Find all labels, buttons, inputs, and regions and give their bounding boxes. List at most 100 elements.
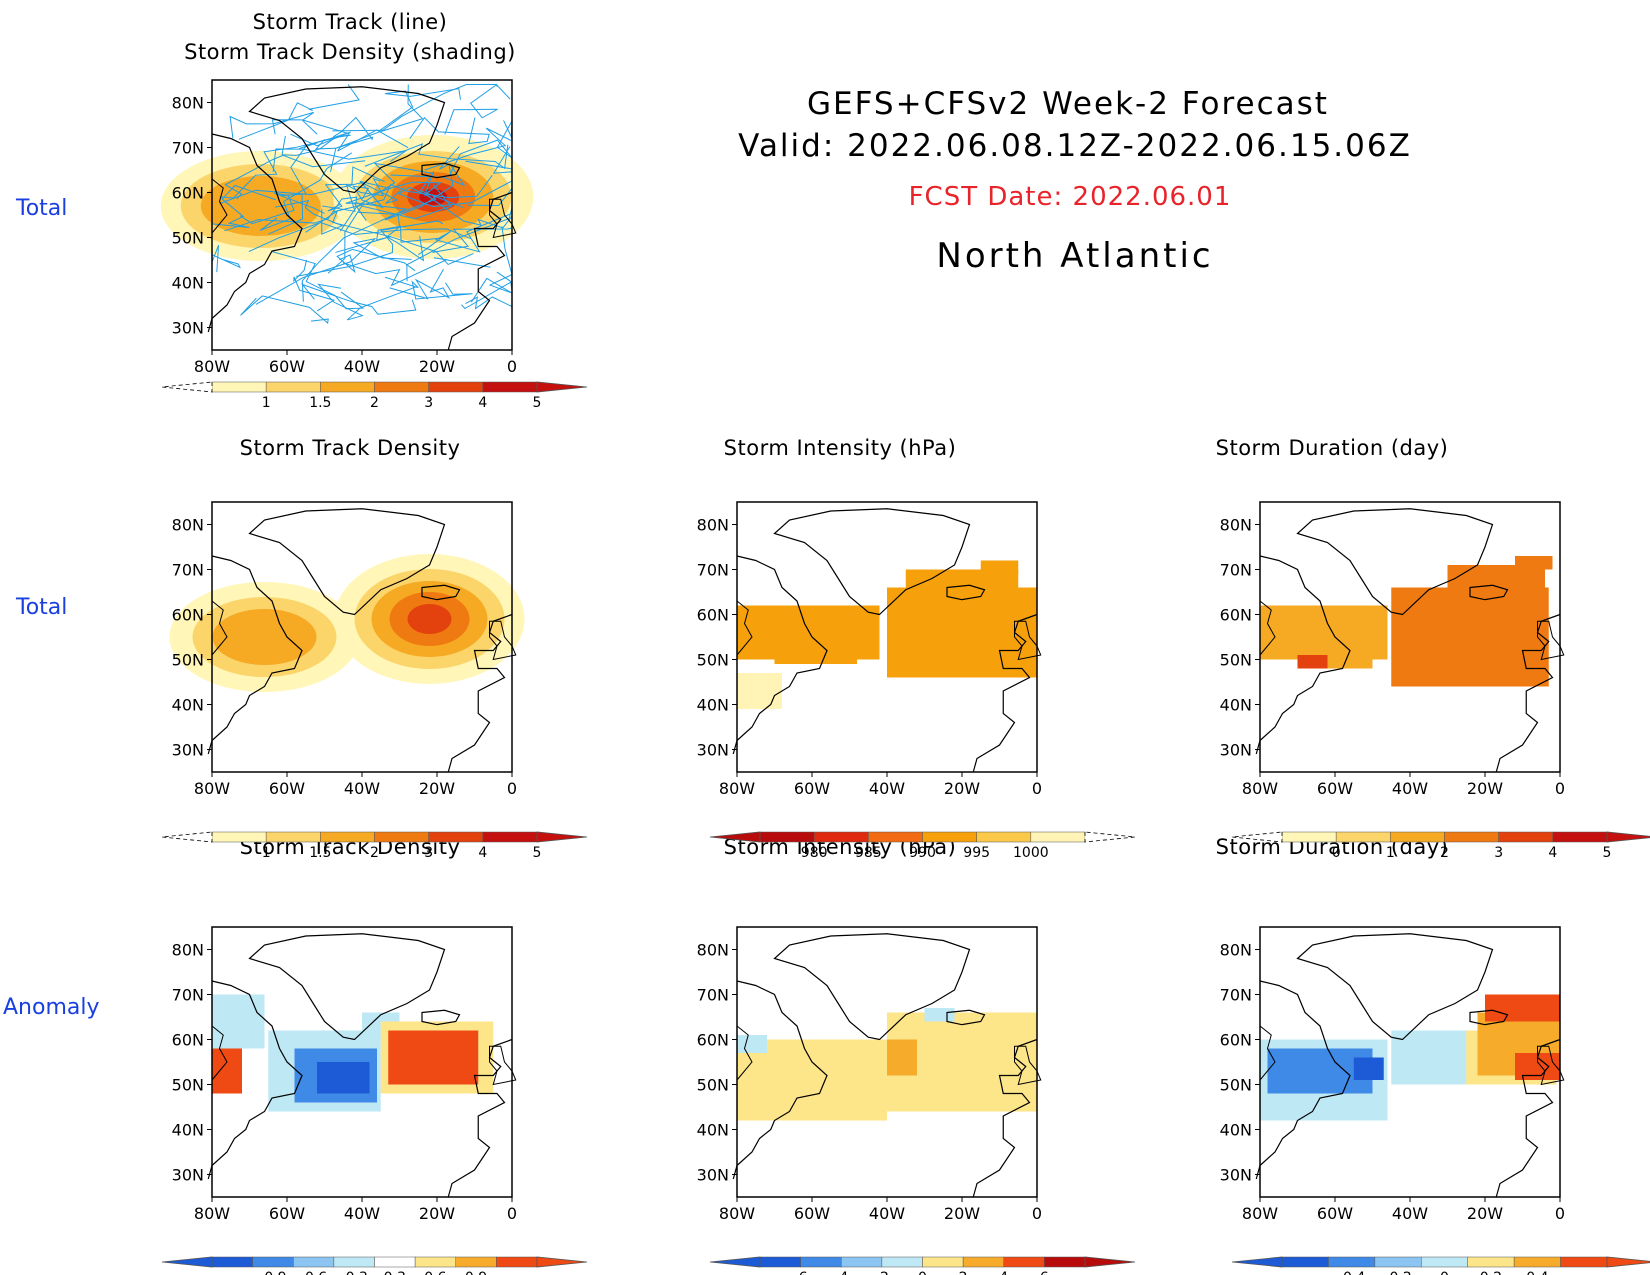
colorbar-intensity-1-swatch-0 [759, 831, 815, 843]
lat-label-5: 30N [1220, 741, 1252, 760]
colorbar-duration-anom-swatch-5 [1513, 1256, 1561, 1268]
lat-label-4: 40N [1220, 1121, 1252, 1140]
lat-label-3: 50N [697, 651, 729, 670]
fcst-date: FCST Date: 2022.06.01 [908, 182, 1232, 212]
colorbar-intensity-anom-label-3: 0 [918, 1270, 927, 1275]
colorbar-duration-anom-swatch-3 [1421, 1256, 1468, 1268]
uk-coast [1537, 620, 1565, 661]
lon-label-0: 80W [719, 779, 755, 798]
north-america-coast [1255, 980, 1351, 1180]
p6-cell-blue-1 [924, 1008, 955, 1022]
lon-label-1: 60W [794, 779, 830, 798]
panel7-map: 80N 70N 60N 50N 40N 30N 80W 60W 40W 20W 0 -0.4 -0.2 0… [1220, 926, 1650, 1275]
lat-label-1: 70N [697, 986, 729, 1005]
storm-track-line-54 [390, 146, 466, 187]
lon-label-4: 0 [1032, 1204, 1042, 1223]
lat-label-2: 60N [1220, 1031, 1252, 1050]
panel2-title: Storm Track Density [239, 436, 461, 460]
storm-track-line-29 [211, 184, 276, 229]
europe-coast [447, 191, 513, 351]
p6-cell-orange-0 [887, 1039, 917, 1076]
lon-label-0: 80W [1242, 779, 1278, 798]
north-america-coast [207, 980, 303, 1180]
p5-cell-light-0 [212, 994, 265, 1049]
colorbar-density-1-label-4: 4 [478, 395, 487, 411]
lon-label-4: 0 [507, 779, 517, 798]
lon-label-3: 20W [419, 779, 455, 798]
storm-track-line-28 [239, 192, 325, 225]
greenland-coast [248, 86, 446, 194]
colorbar-duration-anom-right-arrow [1606, 1256, 1650, 1268]
colorbar-density-1-swatch-1 [265, 381, 321, 393]
colorbar-density-anom-label-1: -0.6 [300, 1270, 327, 1275]
colorbar-duration-1-label-3: 3 [1494, 845, 1503, 861]
p5-cell-dark-0 [317, 1062, 370, 1094]
p3-cell-orange-1 [774, 637, 857, 664]
storm-track-line-22 [425, 194, 513, 229]
lon-label-2: 40W [869, 1204, 905, 1223]
storm-track-line-57 [238, 84, 360, 140]
colorbar-density-anom-swatch-7 [496, 1256, 538, 1268]
storm-track-line-50 [339, 162, 464, 232]
lon-label-0: 80W [719, 1204, 755, 1223]
colorbar-duration-1-swatch-3 [1444, 831, 1499, 843]
storm-track-line-24 [255, 237, 412, 305]
p4-cell-dark-0 [1391, 587, 1549, 687]
row-label-total-2: Total [16, 595, 68, 620]
lat-label-2: 60N [697, 606, 729, 625]
europe-coast [1495, 1038, 1561, 1198]
hudson-coast [1259, 600, 1276, 656]
colorbar-intensity-anom-swatch-4 [922, 1256, 964, 1268]
hudson-coast [1259, 1025, 1276, 1081]
colorbar-intensity-anom-swatch-0 [759, 1256, 801, 1268]
lat-label-3: 50N [172, 651, 204, 670]
colorbar-density-2-swatch-1 [265, 831, 321, 843]
storm-track-line-46 [314, 84, 424, 150]
panel3-title: Storm Intensity (hPa) [723, 436, 957, 460]
colorbar-intensity-anom-swatch-5 [962, 1256, 1004, 1268]
colorbar-intensity-anom-label-1: -4 [834, 1270, 848, 1275]
greenland-coast [1296, 508, 1494, 616]
colorbar-density-anom-swatch-3 [333, 1256, 375, 1268]
storm-track-line-9 [272, 251, 365, 310]
lat-label-2: 60N [172, 1031, 204, 1050]
north-america-coast [207, 555, 303, 755]
lon-label-2: 40W [344, 1204, 380, 1223]
lat-label-1: 70N [1220, 986, 1252, 1005]
storm-track-line-12 [332, 84, 511, 132]
colorbar-density-2-swatch-5 [482, 831, 538, 843]
lon-label-0: 80W [194, 1204, 230, 1223]
colorbar-density-1-label-5: 5 [533, 395, 542, 411]
panel4-title: Storm Duration (day) [1215, 436, 1449, 460]
lat-label-4: 40N [172, 696, 204, 715]
colorbar-duration-1-label-0: 0 [1332, 845, 1341, 861]
p7-cell-red-0 [1485, 994, 1560, 1022]
lon-label-3: 20W [944, 779, 980, 798]
uk-coast [489, 1045, 517, 1086]
colorbar-density-2-swatch-0 [211, 831, 267, 843]
storm-track-line-39 [224, 154, 366, 200]
colorbar-density-anom-label-4: 0.6 [424, 1270, 446, 1275]
colorbar-duration-1-label-5: 5 [1603, 845, 1612, 861]
colorbar-density-2-right-arrow [536, 831, 588, 843]
lon-label-4: 0 [507, 1204, 517, 1223]
colorbar-density-2-label-3: 3 [424, 845, 433, 861]
lon-label-3: 20W [1467, 1204, 1503, 1223]
panel2-map: 80N 70N 60N 50N 40N 30N 80W 60W 40W 20W 0 1 1.5 2 3 4 5 [161, 501, 588, 861]
storm-track-line-35 [364, 143, 509, 170]
lat-label-1: 70N [172, 139, 204, 158]
colorbar-duration-1-swatch-1 [1335, 831, 1391, 843]
lon-label-4: 0 [1555, 1204, 1565, 1223]
uk-coast [1014, 620, 1042, 661]
lat-label-5: 30N [172, 319, 204, 338]
colorbar-density-1-label-3: 3 [424, 395, 433, 411]
storm-track-line-52 [275, 200, 344, 235]
hudson-coast [211, 1025, 228, 1081]
colorbar-intensity-anom-label-6: 6 [1040, 1270, 1049, 1275]
p2-west-density-ring-2 [212, 609, 317, 665]
storm-track-line-25 [290, 131, 351, 150]
storm-track-line-40 [259, 152, 352, 231]
lat-label-3: 50N [697, 1076, 729, 1095]
p4-cell-dark-2 [1515, 556, 1553, 570]
colorbar-density-1-label-1: 1.5 [309, 395, 331, 411]
